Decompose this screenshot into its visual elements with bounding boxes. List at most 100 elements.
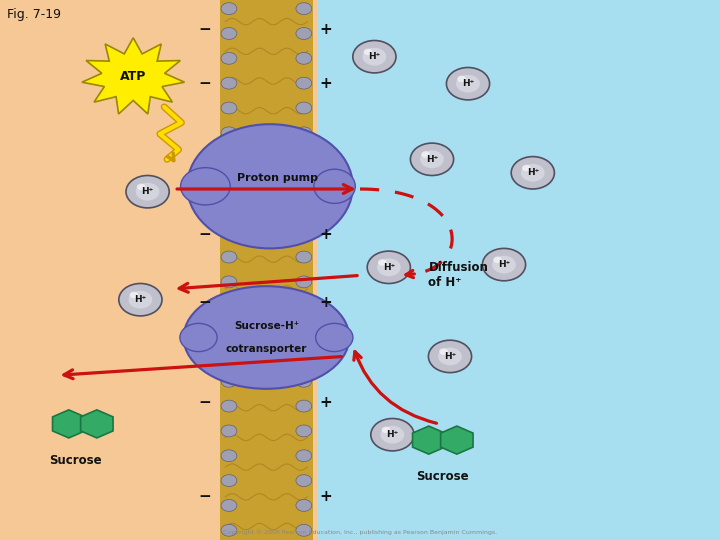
Text: H⁺: H⁺ bbox=[368, 52, 381, 61]
Circle shape bbox=[296, 251, 312, 263]
Text: Fig. 7-19: Fig. 7-19 bbox=[7, 8, 61, 21]
Circle shape bbox=[377, 258, 400, 276]
Circle shape bbox=[221, 375, 237, 387]
Text: Sucrose-H⁺: Sucrose-H⁺ bbox=[234, 321, 299, 330]
Circle shape bbox=[221, 475, 237, 487]
Circle shape bbox=[493, 256, 502, 263]
Circle shape bbox=[296, 425, 312, 437]
Circle shape bbox=[221, 127, 237, 139]
Circle shape bbox=[296, 3, 312, 15]
Text: H⁺: H⁺ bbox=[462, 79, 474, 88]
Circle shape bbox=[221, 77, 237, 89]
Circle shape bbox=[456, 75, 480, 93]
Circle shape bbox=[296, 400, 312, 412]
Ellipse shape bbox=[181, 167, 230, 205]
Circle shape bbox=[522, 165, 531, 171]
Text: +: + bbox=[320, 395, 333, 410]
Circle shape bbox=[221, 102, 237, 114]
Text: +: + bbox=[320, 227, 333, 242]
Text: −: − bbox=[199, 22, 212, 37]
Circle shape bbox=[221, 301, 237, 313]
Polygon shape bbox=[413, 426, 445, 454]
Circle shape bbox=[296, 152, 312, 164]
Circle shape bbox=[129, 291, 153, 308]
Circle shape bbox=[221, 425, 237, 437]
Text: −: − bbox=[199, 489, 212, 504]
Circle shape bbox=[221, 276, 237, 288]
Circle shape bbox=[296, 350, 312, 362]
Text: cotransporter: cotransporter bbox=[225, 345, 307, 354]
Circle shape bbox=[363, 48, 387, 66]
Circle shape bbox=[521, 164, 544, 181]
Circle shape bbox=[511, 157, 554, 189]
Circle shape bbox=[438, 348, 462, 365]
Text: Diffusion
of H⁺: Diffusion of H⁺ bbox=[428, 261, 488, 289]
Circle shape bbox=[296, 201, 312, 213]
Polygon shape bbox=[53, 410, 85, 438]
Circle shape bbox=[296, 326, 312, 338]
Text: −: − bbox=[199, 295, 212, 310]
Circle shape bbox=[221, 52, 237, 64]
Circle shape bbox=[130, 292, 138, 298]
Circle shape bbox=[126, 176, 169, 208]
Circle shape bbox=[221, 251, 237, 263]
Text: H⁺: H⁺ bbox=[141, 187, 154, 196]
Circle shape bbox=[221, 326, 237, 338]
Text: H⁺: H⁺ bbox=[382, 263, 395, 272]
Text: Sucrose: Sucrose bbox=[49, 454, 102, 467]
Text: +: + bbox=[320, 489, 333, 504]
Circle shape bbox=[410, 143, 454, 176]
Circle shape bbox=[364, 49, 372, 55]
Circle shape bbox=[119, 284, 162, 316]
Circle shape bbox=[420, 150, 444, 168]
Text: H⁺: H⁺ bbox=[526, 168, 539, 177]
Circle shape bbox=[482, 248, 526, 281]
Circle shape bbox=[221, 3, 237, 15]
Circle shape bbox=[221, 400, 237, 412]
Ellipse shape bbox=[314, 169, 355, 204]
Text: Proton pump: Proton pump bbox=[237, 173, 318, 183]
Circle shape bbox=[296, 77, 312, 89]
Text: −: − bbox=[199, 76, 212, 91]
Text: −: − bbox=[199, 395, 212, 410]
Circle shape bbox=[221, 152, 237, 164]
Circle shape bbox=[492, 255, 516, 274]
Circle shape bbox=[296, 276, 312, 288]
Circle shape bbox=[296, 301, 312, 313]
Ellipse shape bbox=[184, 286, 349, 389]
Text: Copyright © 2008 Pearson Education, Inc., publishing as Pearson Benjamin Cumming: Copyright © 2008 Pearson Education, Inc.… bbox=[223, 529, 497, 535]
Polygon shape bbox=[81, 410, 113, 438]
Circle shape bbox=[221, 450, 237, 462]
Circle shape bbox=[221, 524, 237, 536]
Circle shape bbox=[457, 76, 466, 82]
Circle shape bbox=[446, 68, 490, 100]
Circle shape bbox=[221, 28, 237, 39]
Circle shape bbox=[221, 201, 237, 213]
Circle shape bbox=[296, 177, 312, 188]
Circle shape bbox=[428, 340, 472, 373]
Text: Sucrose: Sucrose bbox=[416, 470, 469, 483]
Text: H⁺: H⁺ bbox=[426, 155, 438, 164]
Text: H⁺: H⁺ bbox=[444, 352, 456, 361]
Text: H⁺: H⁺ bbox=[498, 260, 510, 269]
Circle shape bbox=[296, 52, 312, 64]
Circle shape bbox=[221, 500, 237, 511]
Text: H⁺: H⁺ bbox=[386, 430, 399, 439]
Circle shape bbox=[381, 426, 405, 444]
Circle shape bbox=[296, 450, 312, 462]
Text: ATP: ATP bbox=[120, 70, 146, 83]
Circle shape bbox=[296, 226, 312, 238]
Ellipse shape bbox=[315, 323, 353, 352]
Bar bbox=[317, 0, 720, 540]
Circle shape bbox=[382, 427, 390, 433]
Polygon shape bbox=[441, 426, 473, 454]
Circle shape bbox=[296, 127, 312, 139]
Circle shape bbox=[378, 259, 387, 266]
Circle shape bbox=[296, 500, 312, 511]
Circle shape bbox=[137, 184, 145, 190]
Circle shape bbox=[296, 28, 312, 39]
Text: +: + bbox=[320, 22, 333, 37]
Circle shape bbox=[221, 350, 237, 362]
Ellipse shape bbox=[187, 124, 353, 248]
Text: +: + bbox=[320, 76, 333, 91]
